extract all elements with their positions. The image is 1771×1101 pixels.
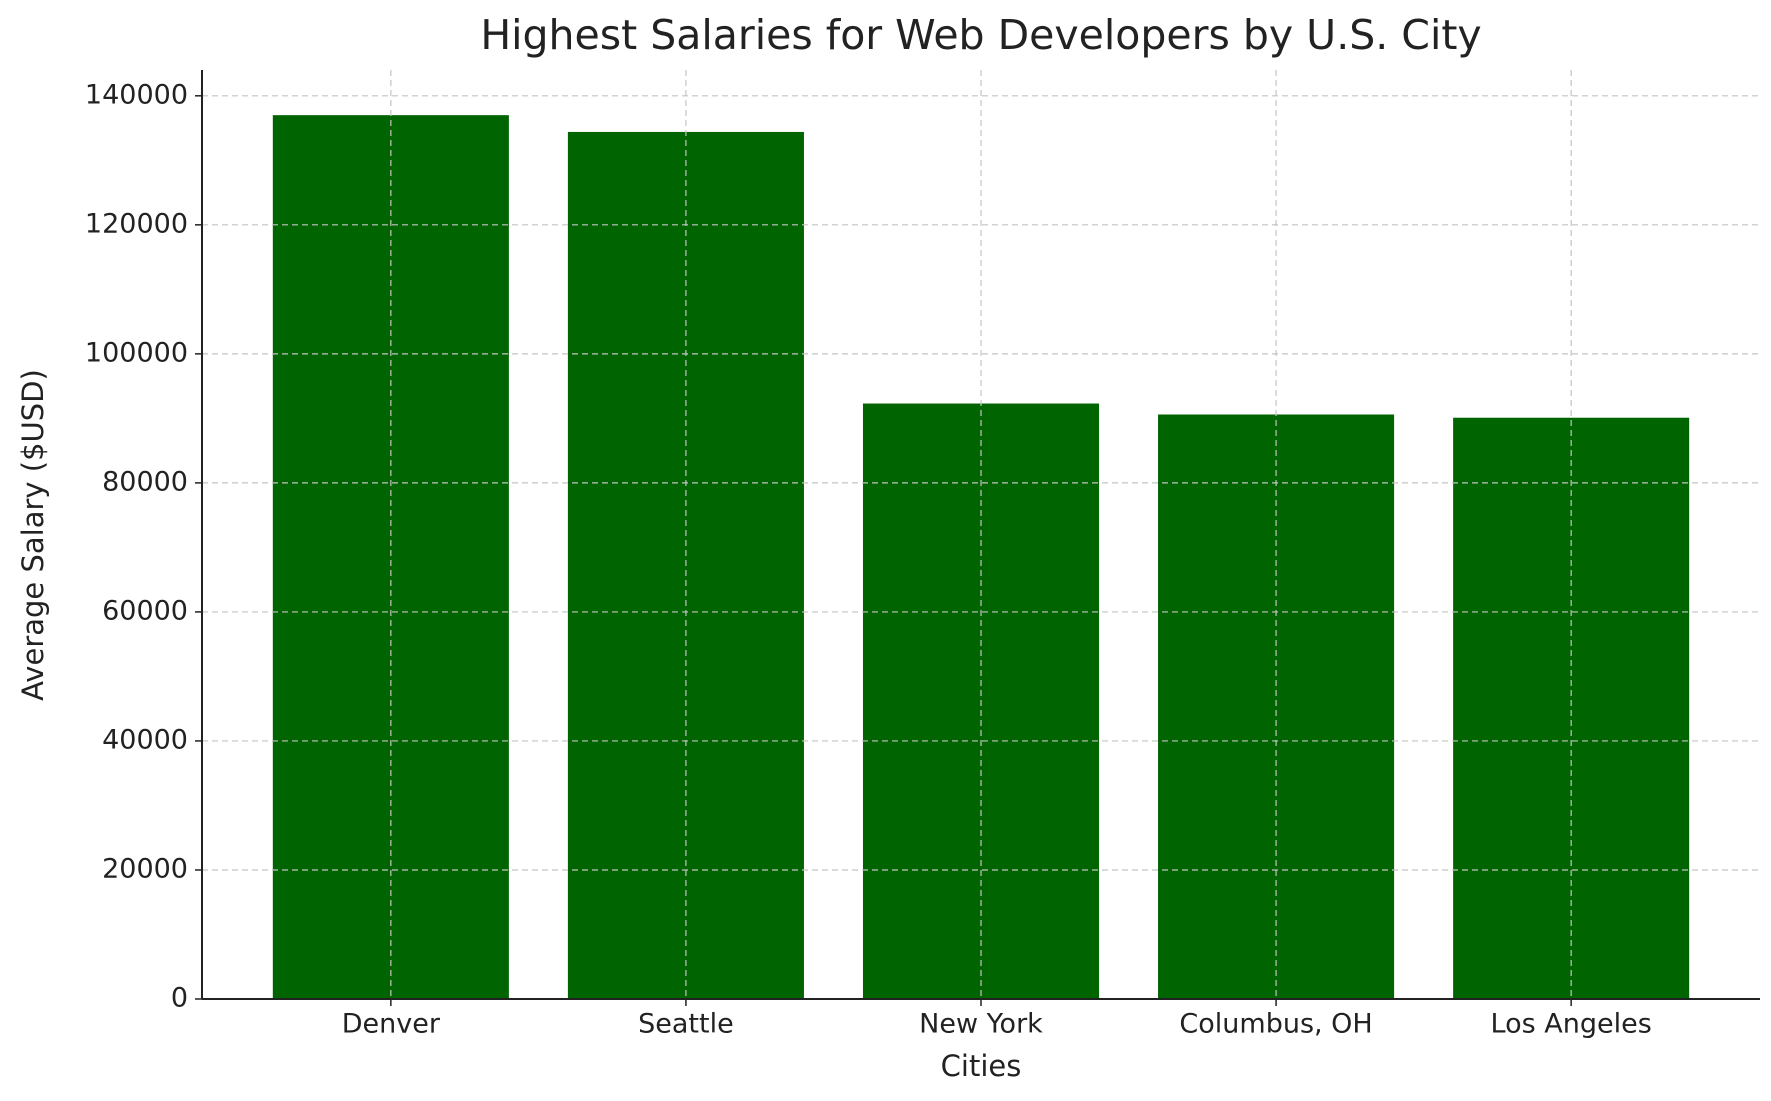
- y-tick-label: 40000: [102, 724, 188, 755]
- x-axis-label: Cities: [941, 1049, 1022, 1083]
- x-tick-label: Los Angeles: [1491, 1009, 1652, 1040]
- y-tick-label: 20000: [102, 853, 188, 884]
- bar: [272, 115, 509, 999]
- x-tick-label: Columbus, OH: [1179, 1009, 1372, 1040]
- y-tick-label: 0: [171, 983, 188, 1014]
- y-tick-label: 80000: [102, 466, 188, 497]
- y-tick-label: 100000: [85, 337, 188, 368]
- x-tick-label: New York: [919, 1009, 1043, 1040]
- y-axis-label: Average Salary ($USD): [16, 369, 50, 701]
- y-tick-label: 120000: [85, 208, 188, 239]
- chart-title: Highest Salaries for Web Developers by U…: [480, 11, 1481, 59]
- x-tick-label: Denver: [342, 1009, 441, 1040]
- y-tick-label: 60000: [102, 595, 188, 626]
- y-tick-label: 140000: [85, 79, 188, 110]
- x-tick-label: Seattle: [638, 1009, 734, 1040]
